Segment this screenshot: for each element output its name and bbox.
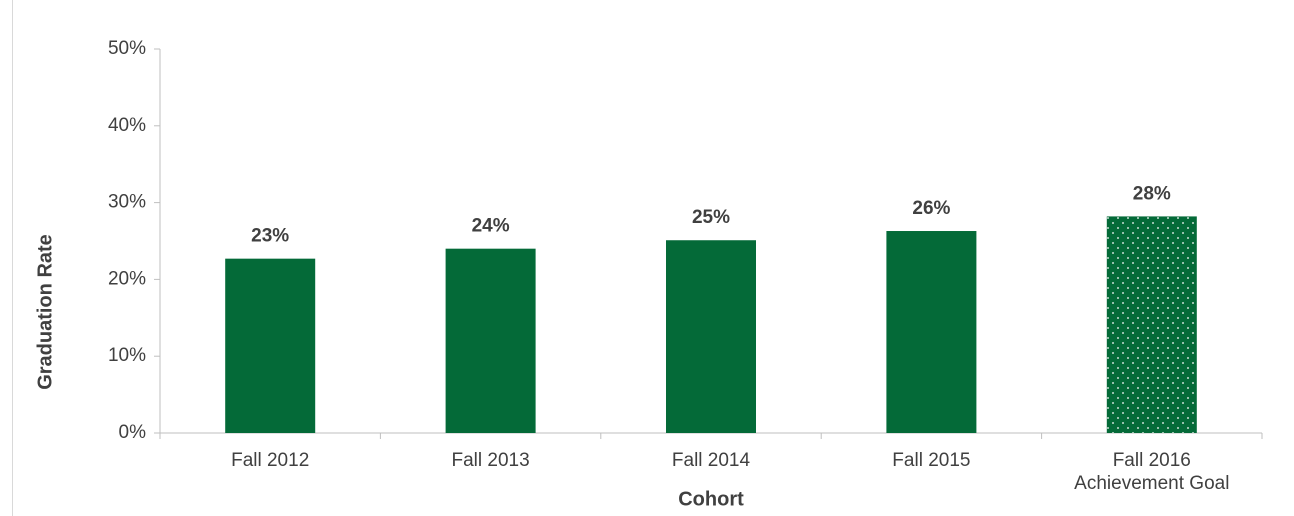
y-tick-label: 40% — [108, 115, 146, 136]
y-tick-label: 0% — [119, 422, 147, 443]
bar — [886, 231, 977, 433]
y-tick-label: 30% — [108, 192, 146, 213]
bar — [225, 258, 316, 433]
x-tick-label: Fall 2014 — [671, 450, 751, 471]
y-axis-label: Graduation Rate — [34, 234, 56, 390]
data-label: 25% — [692, 207, 730, 228]
chart-frame — [12, 0, 13, 516]
y-tick-label: 20% — [108, 268, 146, 289]
bar — [1106, 216, 1197, 433]
bar — [666, 240, 756, 433]
x-axis-label: Cohort — [678, 488, 744, 510]
bar — [445, 248, 536, 433]
data-label: 26% — [912, 198, 950, 219]
x-tick-label: Fall 2013 — [451, 450, 530, 471]
data-label: 24% — [472, 216, 510, 237]
x-tick-label: Fall 2012 — [231, 450, 310, 471]
x-tick-label: Fall 2016 Achievement Goal — [1074, 450, 1230, 494]
x-tick-label: Fall 2015 — [892, 450, 971, 471]
data-label: 28% — [1133, 183, 1171, 204]
y-tick-label: 10% — [108, 345, 146, 366]
data-label: 23% — [251, 226, 289, 247]
y-tick-label: 50% — [108, 38, 146, 59]
